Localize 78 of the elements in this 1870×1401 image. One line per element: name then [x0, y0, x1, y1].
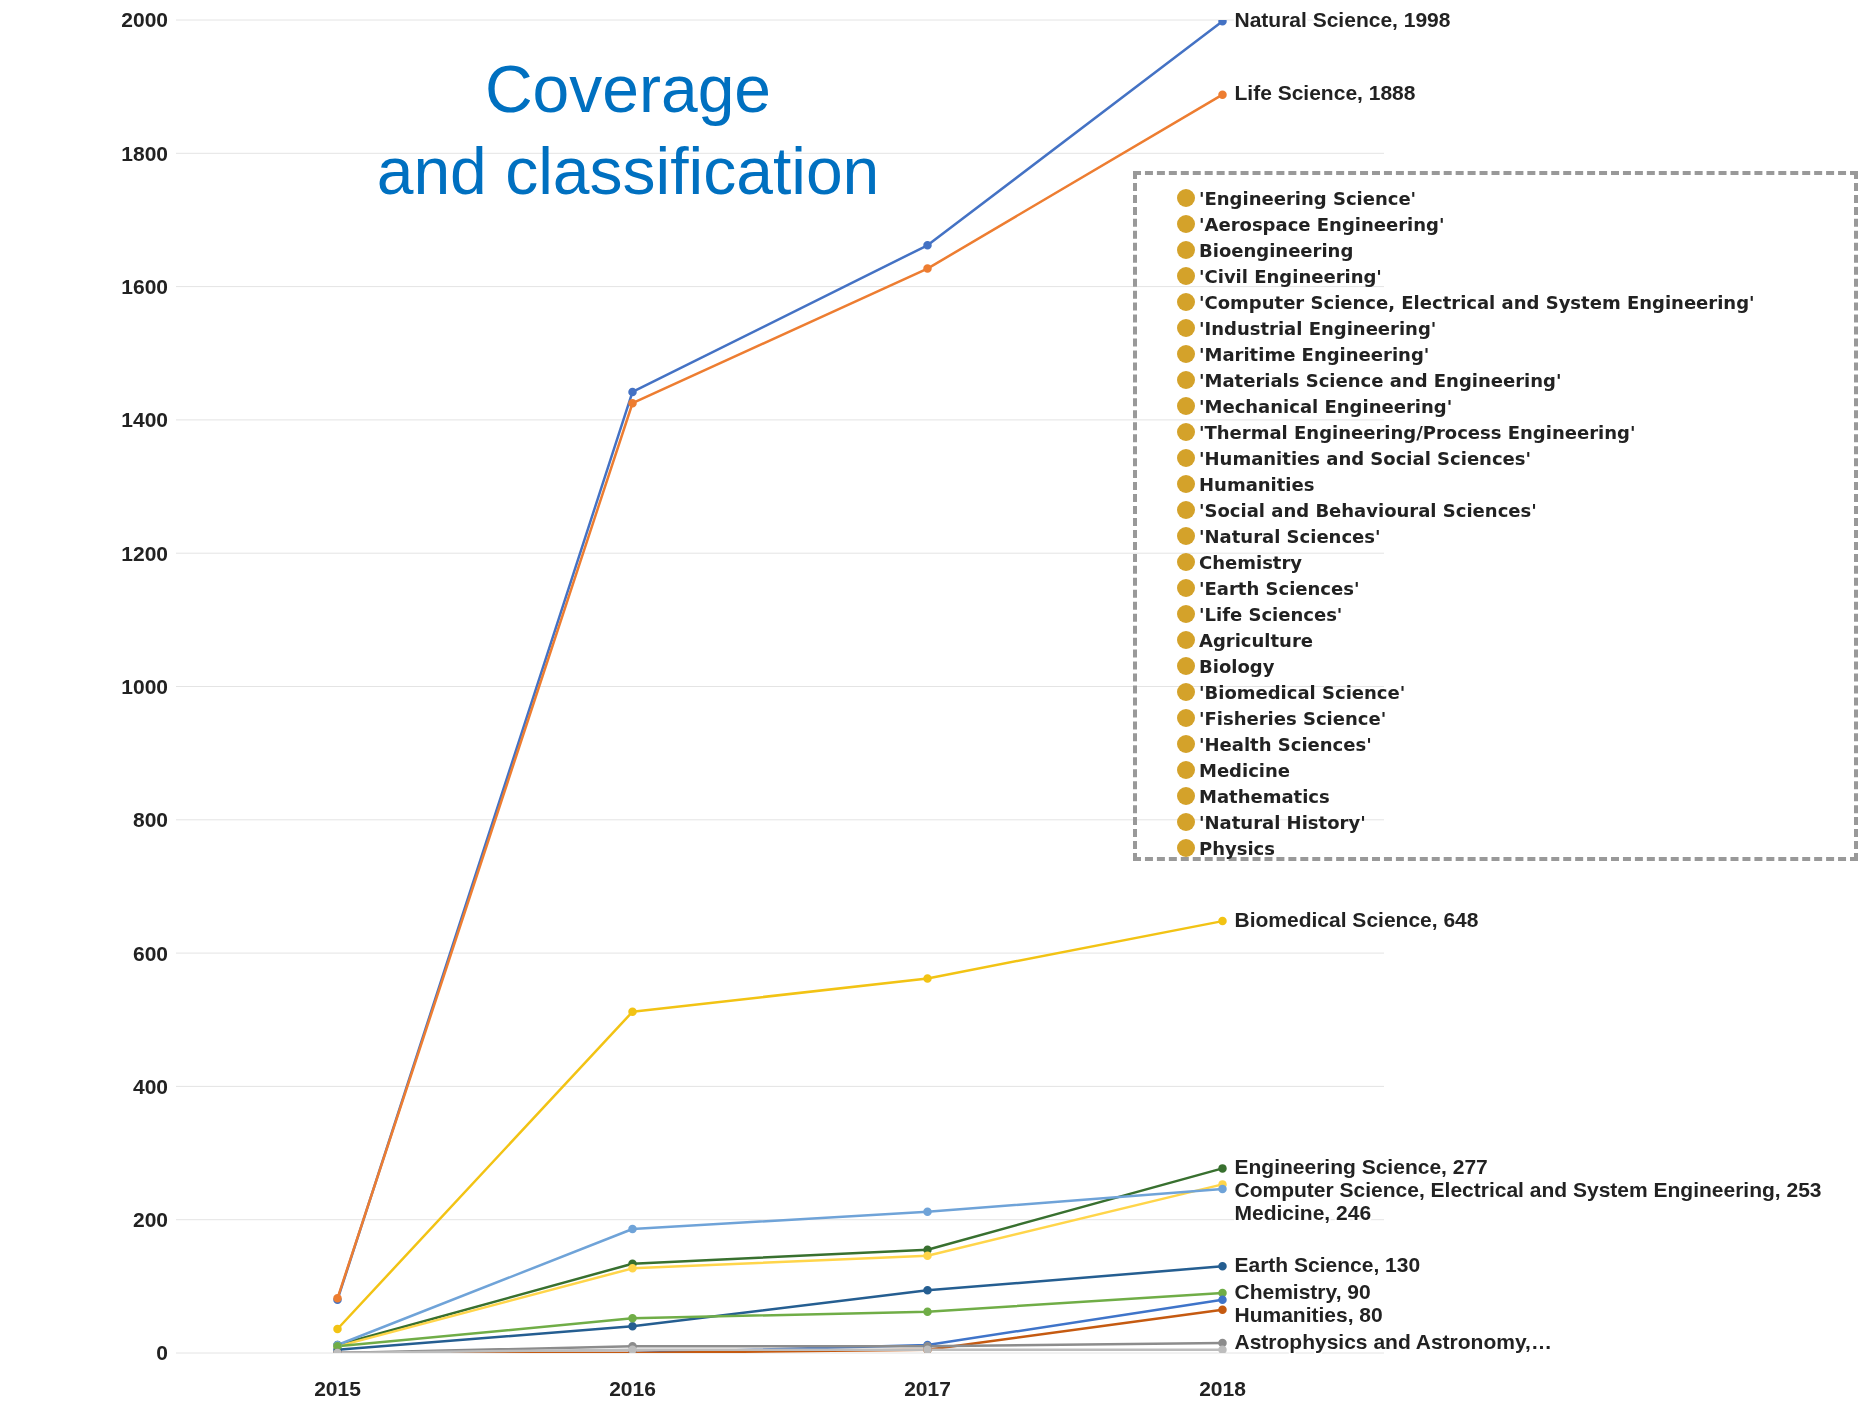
annotation: Earth Science, 130 — [1234, 1252, 1421, 1276]
point — [628, 1322, 637, 1331]
annotation: Medicine — [1199, 759, 1291, 781]
point — [628, 1264, 637, 1273]
point — [923, 241, 932, 250]
annotation: Humanities — [1199, 473, 1315, 495]
annotation: Chemistry — [1199, 551, 1303, 573]
y-tick-label: 1000 — [121, 674, 168, 698]
point — [1218, 1262, 1227, 1271]
text: Coverage and classification — [375, 51, 881, 210]
annotation: Medicine, 246 — [1234, 1200, 1372, 1224]
point — [923, 974, 932, 983]
annotation: Bioengineering — [1199, 239, 1354, 261]
annotation: Natural Science, 1998 — [1234, 7, 1451, 31]
x-tick-label: 2018 — [1199, 1376, 1247, 1400]
annotation: 'Humanities and Social Sciences' — [1199, 447, 1532, 469]
annotation: Physics — [1199, 837, 1276, 859]
y-tick-label: 200 — [132, 1208, 168, 1232]
annotation: 'Health Sciences' — [1199, 733, 1372, 755]
annotation: Humanities, 80 — [1234, 1302, 1383, 1326]
annotation: 'Maritime Engineering' — [1199, 343, 1430, 365]
annotation: Biology — [1199, 655, 1275, 677]
point — [1218, 90, 1227, 99]
x-tick-label: 2017 — [904, 1376, 951, 1400]
annotation: Computer Science, Electrical and System Engineering, 253 — [1234, 1177, 1822, 1201]
y-tick-label: 400 — [132, 1074, 168, 1098]
point — [628, 398, 637, 408]
annotation: 'Earth Sciences' — [1199, 577, 1360, 599]
y-tick-label: 0 — [156, 1341, 168, 1365]
y-tick-label: 1600 — [121, 275, 168, 299]
point — [628, 1007, 637, 1016]
annotation: 'Life Sciences' — [1199, 603, 1343, 625]
x-tick-label: 2016 — [609, 1376, 656, 1400]
annotation: Agriculture — [1199, 629, 1314, 651]
x-tick-label: 2015 — [314, 1376, 362, 1400]
point — [1218, 916, 1227, 926]
annotation: Chemistry, 90 — [1234, 1279, 1371, 1303]
annotation: 'Mechanical Engineering' — [1199, 395, 1453, 417]
annotation: Life Science, 1888 — [1234, 81, 1416, 105]
point — [923, 1286, 932, 1295]
annotation: 'Natural Sciences' — [1199, 525, 1381, 547]
point — [923, 264, 932, 273]
point — [1218, 1338, 1227, 1348]
y-tick-label: 1400 — [121, 408, 168, 432]
annotation: 'Thermal Engineering/Process Engineering' — [1199, 421, 1636, 443]
point — [1218, 1305, 1227, 1314]
y-tick-label: 2000 — [121, 8, 168, 32]
annotation: 'Aerospace Engineering' — [1199, 213, 1445, 235]
annotation: 'Industrial Engineering' — [1199, 317, 1437, 339]
point — [1218, 1184, 1227, 1194]
y-tick-label: 800 — [132, 808, 168, 832]
annotation: 'Civil Engineering' — [1199, 265, 1382, 287]
point — [628, 1224, 637, 1234]
annotation: 'Materials Science and Engineering' — [1199, 369, 1562, 391]
y-tick-label: 1800 — [121, 141, 168, 165]
y-tick-label: 1200 — [121, 541, 168, 565]
annotation: Mathematics — [1199, 785, 1330, 807]
annotation: 'Computer Science, Electrical and System Engineering' — [1199, 291, 1755, 313]
point — [628, 1314, 637, 1323]
point — [923, 1207, 932, 1216]
point — [1218, 1295, 1227, 1304]
point — [333, 1324, 342, 1334]
point — [923, 1307, 932, 1316]
point — [923, 1245, 932, 1254]
annotation: 'Fisheries Science' — [1199, 707, 1387, 729]
annotation: 'Social and Behavioural Sciences' — [1199, 499, 1537, 521]
point — [923, 1251, 932, 1260]
point — [1218, 1288, 1227, 1298]
annotation: 'Biomedical Science' — [1199, 681, 1406, 703]
point — [1218, 1345, 1227, 1353]
annotation: Astrophysics and Astronomy,… — [1234, 1329, 1552, 1353]
annotation: Engineering Science, 277 — [1234, 1154, 1488, 1178]
point — [628, 387, 637, 397]
annotation: 'Engineering Science' — [1199, 187, 1417, 209]
annotation: 'Natural History' — [1199, 811, 1366, 833]
point — [1218, 1164, 1227, 1173]
annotation: Biomedical Science, 648 — [1234, 907, 1479, 931]
y-tick-label: 600 — [132, 941, 168, 965]
